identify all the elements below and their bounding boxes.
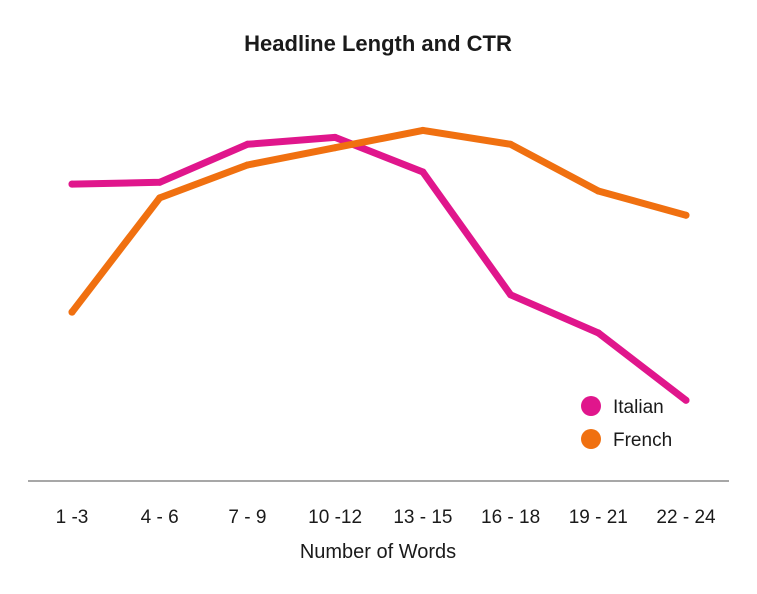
data-point-italian — [156, 178, 164, 186]
x-tick-label: 1 -3 — [56, 507, 89, 528]
x-axis-label: Number of Words — [300, 541, 456, 563]
series-layer — [68, 126, 690, 404]
data-point-french — [507, 140, 515, 148]
x-tick-labels: 1 -3 4 - 6 7 - 9 10 -12 13 - 15 16 - 18 19 - 2… — [56, 507, 716, 528]
data-point-italian — [419, 168, 427, 176]
legend-label-italian: Italian — [613, 397, 664, 418]
data-point-french — [419, 126, 427, 134]
data-point-french — [682, 211, 690, 219]
data-point-italian — [68, 180, 76, 188]
data-point-french — [156, 194, 164, 202]
x-tick-label: 4 - 6 — [141, 507, 179, 528]
data-point-italian — [243, 140, 251, 148]
series-line-french — [68, 126, 690, 316]
series-line-italian — [68, 133, 690, 404]
data-point-french — [68, 308, 76, 316]
data-point-italian — [331, 133, 339, 141]
x-tick-label: 16 - 18 — [481, 507, 540, 528]
x-tick-label: 19 - 21 — [569, 507, 628, 528]
data-point-italian — [507, 291, 515, 299]
data-point-french — [594, 187, 602, 195]
x-tick-label: 7 - 9 — [228, 507, 266, 528]
legend-label-french: French — [613, 430, 672, 451]
x-tick-label: 10 -12 — [308, 507, 362, 528]
data-point-italian — [682, 396, 690, 404]
data-point-french — [243, 161, 251, 169]
x-tick-label: 13 - 15 — [393, 507, 452, 528]
chart-title: Headline Length and CTR — [244, 31, 512, 56]
legend-swatch-italian — [581, 396, 601, 416]
legend-swatch-french — [581, 429, 601, 449]
x-tick-label: 22 - 24 — [656, 507, 716, 528]
data-point-french — [331, 144, 339, 152]
data-point-italian — [594, 329, 602, 337]
legend: Italian French — [581, 396, 672, 451]
